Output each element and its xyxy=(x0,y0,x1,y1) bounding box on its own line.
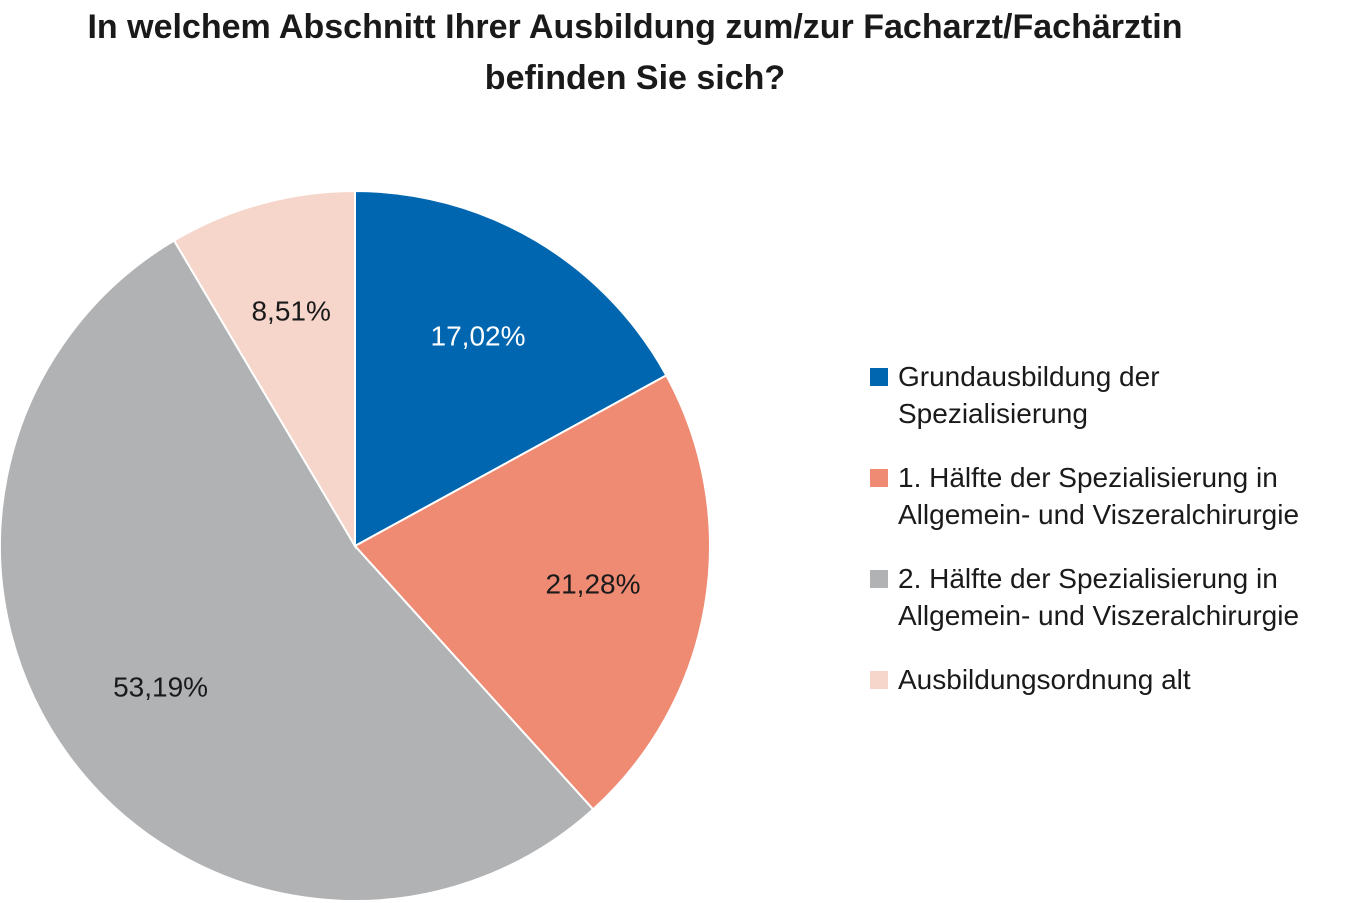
slice-value-label: 8,51% xyxy=(251,296,330,327)
legend-item-zweite-haelfte: 2. Hälfte der Spezialisierung in Allgeme… xyxy=(870,560,1340,634)
chart-title-line-1: In welchem Abschnitt Ihrer Ausbildung zu… xyxy=(87,8,1183,46)
pie-slice-2 xyxy=(0,239,595,902)
legend-item-erste-haelfte: 1. Hälfte der Spezialisierung in Allgeme… xyxy=(870,459,1340,533)
legend-label-line: 1. Hälfte der Spezialisierung in xyxy=(898,462,1278,493)
slice-value-label: 21,28% xyxy=(546,569,641,600)
pie-slice-3 xyxy=(172,189,356,550)
slice-value-label: 17,02% xyxy=(431,321,526,352)
legend-label-line: Spezialisierung xyxy=(898,398,1088,429)
pie-slice-1 xyxy=(353,374,711,811)
chart-title-line-2: befinden Sie sich? xyxy=(484,59,786,97)
legend-swatch-ausbildungsordnung-alt xyxy=(870,671,888,689)
legend-label-line: 2. Hälfte der Spezialisierung in xyxy=(898,563,1278,594)
chart-title: In welchem Abschnitt Ihrer Ausbildung zu… xyxy=(0,2,1270,104)
slice-value-label: 53,19% xyxy=(113,672,208,703)
legend-item-grundausbildung: Grundausbildung der Spezialisierung xyxy=(870,358,1340,432)
legend-swatch-zweite-haelfte xyxy=(870,570,888,588)
legend-swatch-erste-haelfte xyxy=(870,469,888,487)
legend-label-line: Allgemein- und Viszeralchirurgie xyxy=(898,499,1300,530)
pie-slice-0 xyxy=(354,189,668,548)
legend-label-line: Grundausbildung der xyxy=(898,361,1160,392)
legend-label-line: Allgemein- und Viszeralchirurgie xyxy=(898,600,1300,631)
legend-label-line: Ausbildungsordnung alt xyxy=(898,664,1191,695)
legend-swatch-grundausbildung xyxy=(870,368,888,386)
legend-item-ausbildungsordnung-alt: Ausbildungsordnung alt xyxy=(870,661,1340,698)
legend: Grundausbildung der Spezialisierung 1. H… xyxy=(870,358,1340,725)
